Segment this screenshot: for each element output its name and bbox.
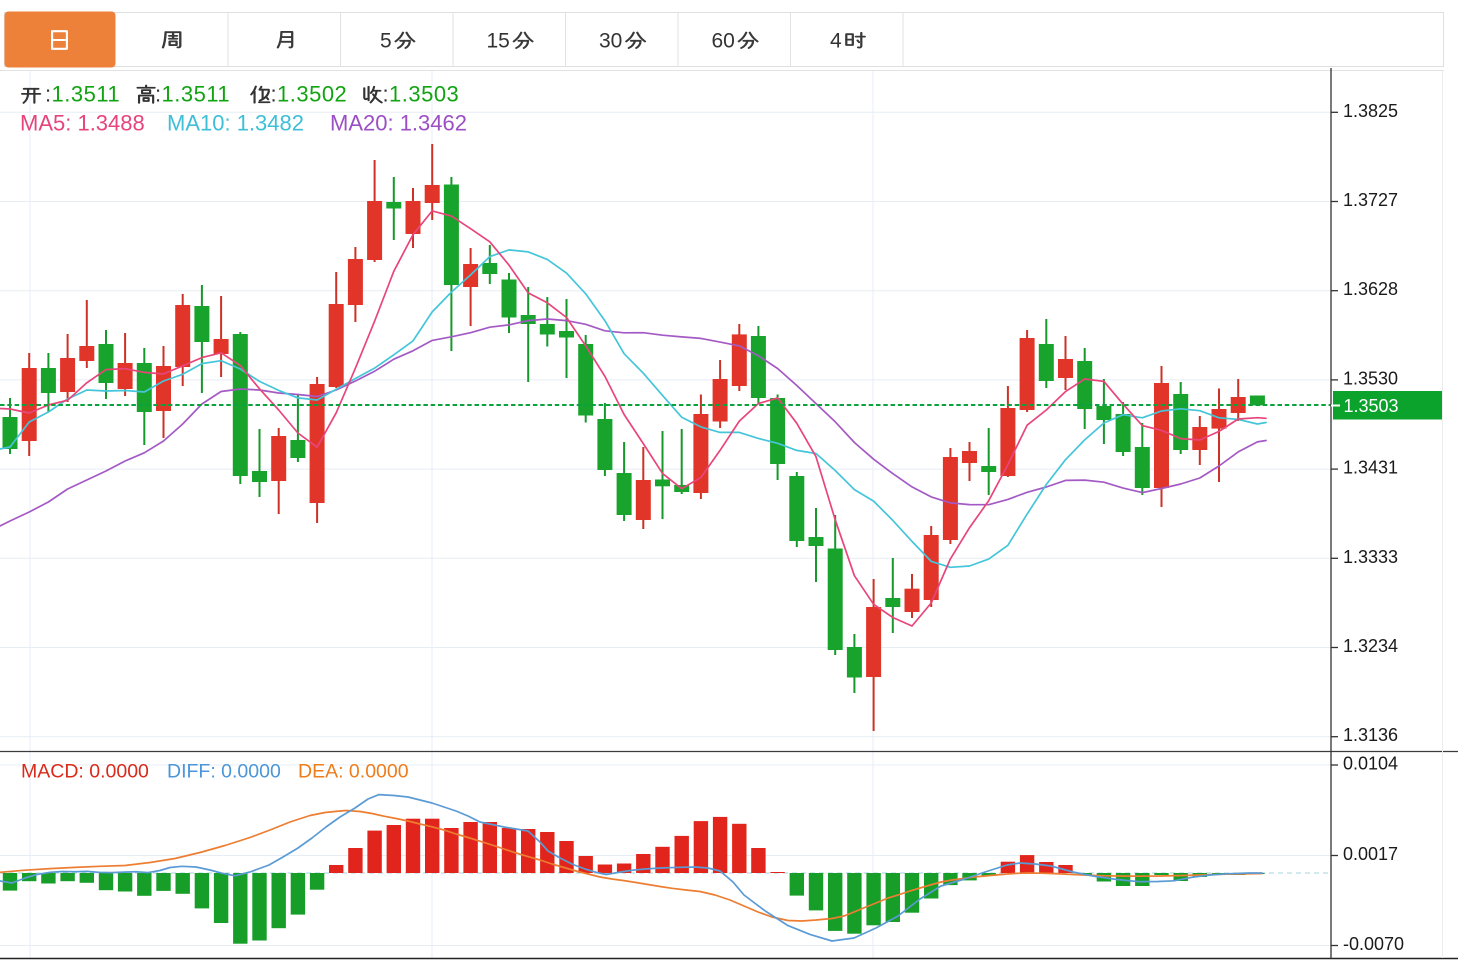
svg-text:1.3825: 1.3825 xyxy=(1343,101,1398,121)
svg-text::: : xyxy=(155,82,161,107)
svg-text:1.3431: 1.3431 xyxy=(1343,458,1398,478)
svg-text:1.3503: 1.3503 xyxy=(389,82,459,107)
svg-text:DIFF: 0.0000: DIFF: 0.0000 xyxy=(167,761,281,783)
svg-text::: : xyxy=(383,82,389,107)
svg-text:1.3511: 1.3511 xyxy=(52,82,121,107)
svg-text:MA10: 1.3482: MA10: 1.3482 xyxy=(167,111,304,136)
svg-text::: : xyxy=(271,82,277,107)
svg-text:-0.0070: -0.0070 xyxy=(1343,934,1404,954)
svg-text:1.3502: 1.3502 xyxy=(277,82,347,107)
svg-text:MACD: 0.0000: MACD: 0.0000 xyxy=(21,761,149,783)
svg-text:1.3628: 1.3628 xyxy=(1343,279,1398,299)
svg-text:1.3234: 1.3234 xyxy=(1343,636,1398,656)
svg-text:5: 5 xyxy=(380,30,392,53)
svg-text:60: 60 xyxy=(712,30,735,53)
svg-text:1.3727: 1.3727 xyxy=(1343,190,1398,210)
svg-text::: : xyxy=(45,82,51,107)
svg-text:0.0017: 0.0017 xyxy=(1343,844,1398,864)
svg-text:0.0104: 0.0104 xyxy=(1343,754,1398,774)
svg-text:1.3333: 1.3333 xyxy=(1343,547,1398,567)
svg-text:1.3503: 1.3503 xyxy=(1344,396,1399,416)
svg-text:1.3530: 1.3530 xyxy=(1343,368,1398,388)
svg-text:1.3511: 1.3511 xyxy=(162,82,231,107)
svg-text:1.3136: 1.3136 xyxy=(1343,725,1398,745)
svg-text:30: 30 xyxy=(599,30,622,53)
svg-text:4: 4 xyxy=(830,30,842,53)
svg-text:MA20: 1.3462: MA20: 1.3462 xyxy=(330,111,467,136)
svg-text:DEA: 0.0000: DEA: 0.0000 xyxy=(298,761,409,783)
svg-text:MA5: 1.3488: MA5: 1.3488 xyxy=(20,111,145,136)
svg-text:15: 15 xyxy=(487,30,510,53)
